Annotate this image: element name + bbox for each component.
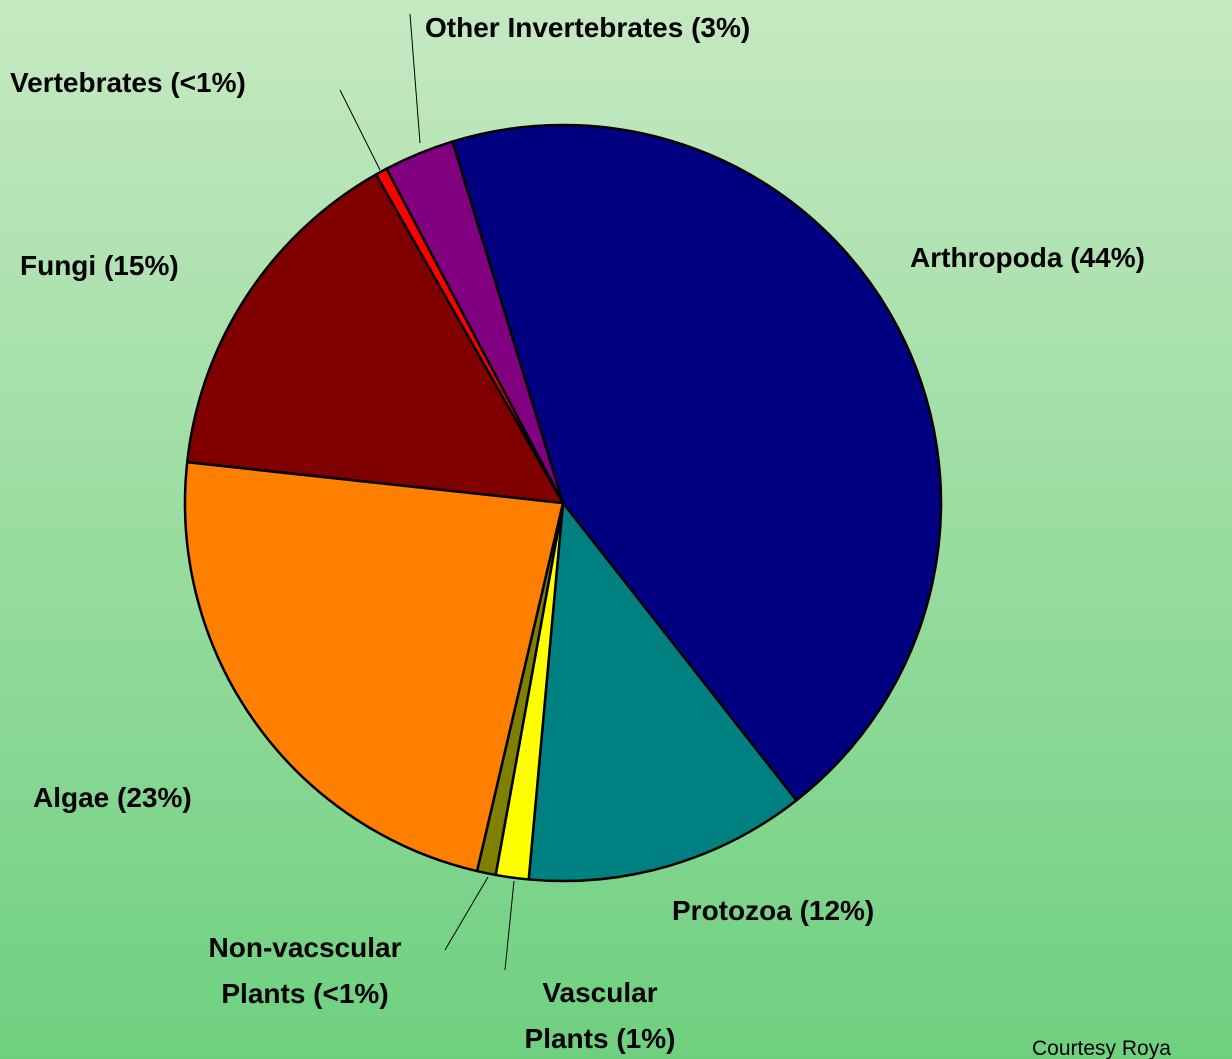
- slice-label: Protozoa (12%): [672, 895, 874, 926]
- label-part: [109, 782, 117, 813]
- label-part: Non-vacscular: [209, 932, 402, 963]
- labels: Arthropoda (44%) Protozoa (12%) Vascular Pl…: [10, 12, 1145, 1054]
- label-part: Plants: [525, 1023, 609, 1054]
- leader-lines: [339, 13, 515, 971]
- credit-note: Courtesy Roya: [1032, 1037, 1171, 1059]
- label-part: Fungi: [20, 250, 96, 281]
- label-part: [96, 250, 104, 281]
- label-part: (<1%): [313, 978, 388, 1009]
- leader-line: [444, 876, 489, 951]
- label-part: (12%): [800, 895, 875, 926]
- label-part: [1062, 242, 1070, 273]
- slice-label: Other Invertebrates (3%): [425, 12, 750, 43]
- label-part: Arthropoda: [910, 242, 1063, 273]
- label-part: (44%): [1070, 242, 1145, 273]
- label-part: [609, 1023, 617, 1054]
- label-part: Algae: [33, 782, 109, 813]
- label-part: (15%): [104, 250, 179, 281]
- label-part: (23%): [117, 782, 192, 813]
- pie-slice: [451, 123, 943, 802]
- label-part: (<1%): [170, 67, 245, 98]
- label-part: Plants: [221, 978, 305, 1009]
- label-part: [683, 12, 691, 43]
- label-part: [163, 67, 171, 98]
- slice-label: Vertebrates (<1%): [10, 67, 246, 98]
- label-part: [305, 978, 313, 1009]
- label-part: Other Invertebrates: [425, 12, 683, 43]
- leader-line: [339, 89, 381, 171]
- slice-label: Vascular Plants (1%): [525, 977, 676, 1054]
- pie-slice: [183, 460, 565, 873]
- slice-label: Fungi (15%): [20, 250, 179, 281]
- pie: [183, 123, 943, 883]
- pie-slice: [185, 173, 565, 505]
- pie-slice: [527, 501, 798, 883]
- leader-line: [409, 13, 421, 144]
- slice-label: Non-vacscular Plants (<1%): [209, 932, 402, 1009]
- label-part: Vascular: [542, 977, 657, 1008]
- pie-slice: [385, 140, 565, 505]
- label-part: Protozoa: [672, 895, 792, 926]
- label-part: Vertebrates: [10, 67, 163, 98]
- label-part: (3%): [691, 12, 750, 43]
- label-part: [792, 895, 800, 926]
- slice-label: Algae (23%): [33, 782, 192, 813]
- leader-line: [504, 880, 515, 971]
- label-part: (1%): [616, 1023, 675, 1054]
- slice-label: Arthropoda (44%): [910, 242, 1145, 273]
